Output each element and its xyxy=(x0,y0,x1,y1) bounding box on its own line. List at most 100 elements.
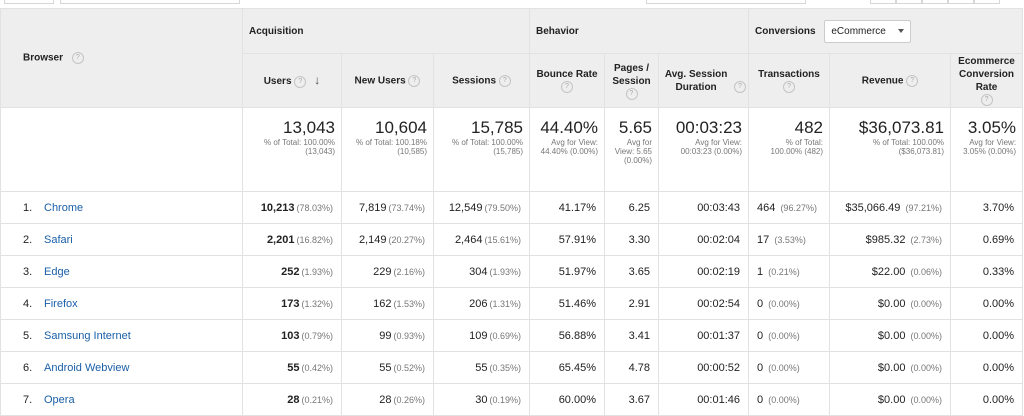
new-users-cell: 7,819 (73.74%) xyxy=(341,191,434,224)
transactions-value: 0 xyxy=(757,361,764,374)
table-row[interactable]: 4. Firefox 173 (1.32%) 162 (1.53%) 206 (1.31%) 5… xyxy=(0,287,1024,320)
revenue-cell: $0.00 (0.00%) xyxy=(829,319,952,352)
pages-session-cell: 4.78 xyxy=(604,351,659,384)
users-percent: (0.79%) xyxy=(301,330,333,341)
sessions-column-header[interactable]: Sessions ? xyxy=(433,53,530,108)
help-icon[interactable]: ? xyxy=(294,75,307,88)
new-users-cell: 99 (0.93%) xyxy=(341,319,434,352)
users-column-header[interactable]: Users ? ↓ xyxy=(242,53,342,108)
bounce-rate-value: 41.17% xyxy=(558,201,596,214)
sessions-percent: (15.61%) xyxy=(484,234,521,245)
top-control[interactable] xyxy=(922,0,948,4)
avg-session-duration-header-label: Avg. Session Duration xyxy=(664,68,728,93)
data-rows: 1. Chrome 10,213 (78.03%) 7,819 (73.74%) 12,54… xyxy=(0,191,1024,416)
transactions-percent: (0.00%) xyxy=(768,298,800,309)
users-percent: (1.93%) xyxy=(301,266,333,277)
browser-cell: 6. Android Webview xyxy=(0,351,243,384)
transactions-percent: (0.00%) xyxy=(768,362,800,373)
browser-link[interactable]: Chrome xyxy=(44,201,84,214)
top-control[interactable] xyxy=(4,0,54,4)
ecommerce-conversion-rate-value: 0.00% xyxy=(982,297,1015,310)
revenue-header-label: Revenue xyxy=(861,75,904,87)
sessions-header-label: Sessions xyxy=(452,75,497,87)
group-header-row: Browser ? Acquisition Behavior Conversio… xyxy=(0,8,1024,108)
top-control[interactable] xyxy=(646,0,806,4)
table-row[interactable]: 2. Safari 2,201 (16.82%) 2,149 (20.27%) 2,464(… xyxy=(0,223,1024,256)
revenue-percent: (0.06%) xyxy=(910,266,943,277)
help-icon[interactable]: ? xyxy=(71,52,84,64)
top-control[interactable] xyxy=(60,0,240,4)
users-percent: (0.21%) xyxy=(301,394,333,405)
top-controls-strip xyxy=(0,0,1024,8)
transactions-column-header[interactable]: Transactions? xyxy=(748,53,831,108)
help-icon[interactable]: ? xyxy=(906,74,919,87)
table-row[interactable]: 5. Samsung Internet 103 (0.79%) 99 (0.93%) 109… xyxy=(0,319,1024,352)
browser-link[interactable]: Samsung Internet xyxy=(44,329,131,342)
revenue-cell: $35,066.49 (97.21%) xyxy=(829,191,952,224)
avg-session-duration-column-header[interactable]: Avg. Session Duration ? xyxy=(657,53,750,108)
pages-session-column-header[interactable]: Pages / Session? xyxy=(604,53,659,108)
browser-column-header[interactable]: Browser ? xyxy=(0,8,243,108)
new-users-percent: (0.93%) xyxy=(393,330,425,341)
sort-descending-icon[interactable]: ↓ xyxy=(314,73,321,88)
new-users-header-label: New Users xyxy=(354,75,406,87)
top-control[interactable] xyxy=(870,0,896,4)
sessions-value: 304 xyxy=(469,265,488,278)
browser-cell: 4. Firefox xyxy=(0,287,243,320)
table-row[interactable]: 7. Opera 28 (0.21%) 28 (0.26%) 30 (0.19%) 60.00%… xyxy=(0,383,1024,416)
total-value: 44.40% xyxy=(540,118,598,137)
new-users-value: 28 xyxy=(379,393,392,406)
total-bounce-rate: 44.40% Avg for View: 44.40% (0.00%) xyxy=(529,107,605,192)
revenue-column-header[interactable]: Revenue ? xyxy=(829,53,952,108)
browser-link[interactable]: Firefox xyxy=(44,297,78,310)
ecommerce-conversion-rate-cell: 0.33% xyxy=(950,255,1024,288)
sessions-cell: 30 (0.19%) xyxy=(433,383,530,416)
browser-link[interactable]: Safari xyxy=(44,233,73,246)
pages-session-value: 3.65 xyxy=(628,265,650,278)
table-row[interactable]: 3. Edge 252 (1.93%) 229 (2.16%) 304 (1.93%) 51.9… xyxy=(0,255,1024,288)
sessions-percent: (0.19%) xyxy=(489,394,521,405)
top-control[interactable] xyxy=(896,0,922,4)
pages-session-value: 3.67 xyxy=(628,393,650,406)
help-icon[interactable]: ? xyxy=(625,87,638,100)
revenue-percent: (2.73%) xyxy=(910,234,943,245)
bounce-rate-cell: 60.00% xyxy=(529,383,605,416)
table-row[interactable]: 1. Chrome 10,213 (78.03%) 7,819 (73.74%) 12,54… xyxy=(0,191,1024,224)
avg-session-duration-cell: 00:01:37 xyxy=(657,319,750,352)
new-users-column-header[interactable]: New Users ? xyxy=(341,53,434,108)
total-value: 13,043 xyxy=(283,118,335,137)
help-icon[interactable]: ? xyxy=(733,80,746,93)
conversions-goal-select[interactable]: eCommerce xyxy=(824,19,911,43)
revenue-value: $0.00 xyxy=(877,393,906,406)
sessions-cell: 109 (0.69%) xyxy=(433,319,530,352)
top-control[interactable] xyxy=(974,0,1000,4)
bounce-rate-column-header[interactable]: Bounce Rate? xyxy=(529,53,605,108)
avg-session-duration-value: 00:01:37 xyxy=(697,329,741,342)
users-value: 2,201 xyxy=(266,233,295,246)
users-value: 10,213 xyxy=(260,201,295,214)
browser-link[interactable]: Edge xyxy=(44,265,70,278)
row-number: 2. xyxy=(23,233,33,246)
help-icon[interactable]: ? xyxy=(980,94,993,106)
ecommerce-conversion-rate-column-header[interactable]: Ecommerce Conversion Rate ? xyxy=(950,53,1024,108)
help-icon[interactable]: ? xyxy=(561,81,573,93)
transactions-value: 0 xyxy=(757,297,764,310)
browser-link[interactable]: Android Webview xyxy=(44,361,130,374)
total-subtext: % of Total: 100.00% (13,043) xyxy=(263,138,335,156)
total-value: $36,073.81 xyxy=(858,118,945,137)
chevron-down-icon xyxy=(897,28,904,33)
help-icon[interactable]: ? xyxy=(783,81,796,93)
new-users-value: 162 xyxy=(373,297,392,310)
browser-cell: 5. Samsung Internet xyxy=(0,319,243,352)
help-icon[interactable]: ? xyxy=(408,74,421,87)
top-control[interactable] xyxy=(948,0,974,4)
total-transactions: 482% of Total: 100.00% (482) xyxy=(748,107,831,192)
total-pages-session: 5.65 Avg for View: 5.65 (0.00%) xyxy=(604,107,659,192)
new-users-value: 7,819 xyxy=(358,201,387,214)
help-icon[interactable]: ? xyxy=(498,74,511,87)
browser-link[interactable]: Opera xyxy=(44,393,75,406)
table-row[interactable]: 6. Android Webview 55 (0.42%) 55 (0.52%) 55 (0.… xyxy=(0,351,1024,384)
total-subtext: Avg for View: 44.40% (0.00%) xyxy=(540,138,598,156)
ecommerce-conversion-rate-value: 3.70% xyxy=(982,201,1015,214)
avg-session-duration-cell: 00:01:46 xyxy=(657,383,750,416)
